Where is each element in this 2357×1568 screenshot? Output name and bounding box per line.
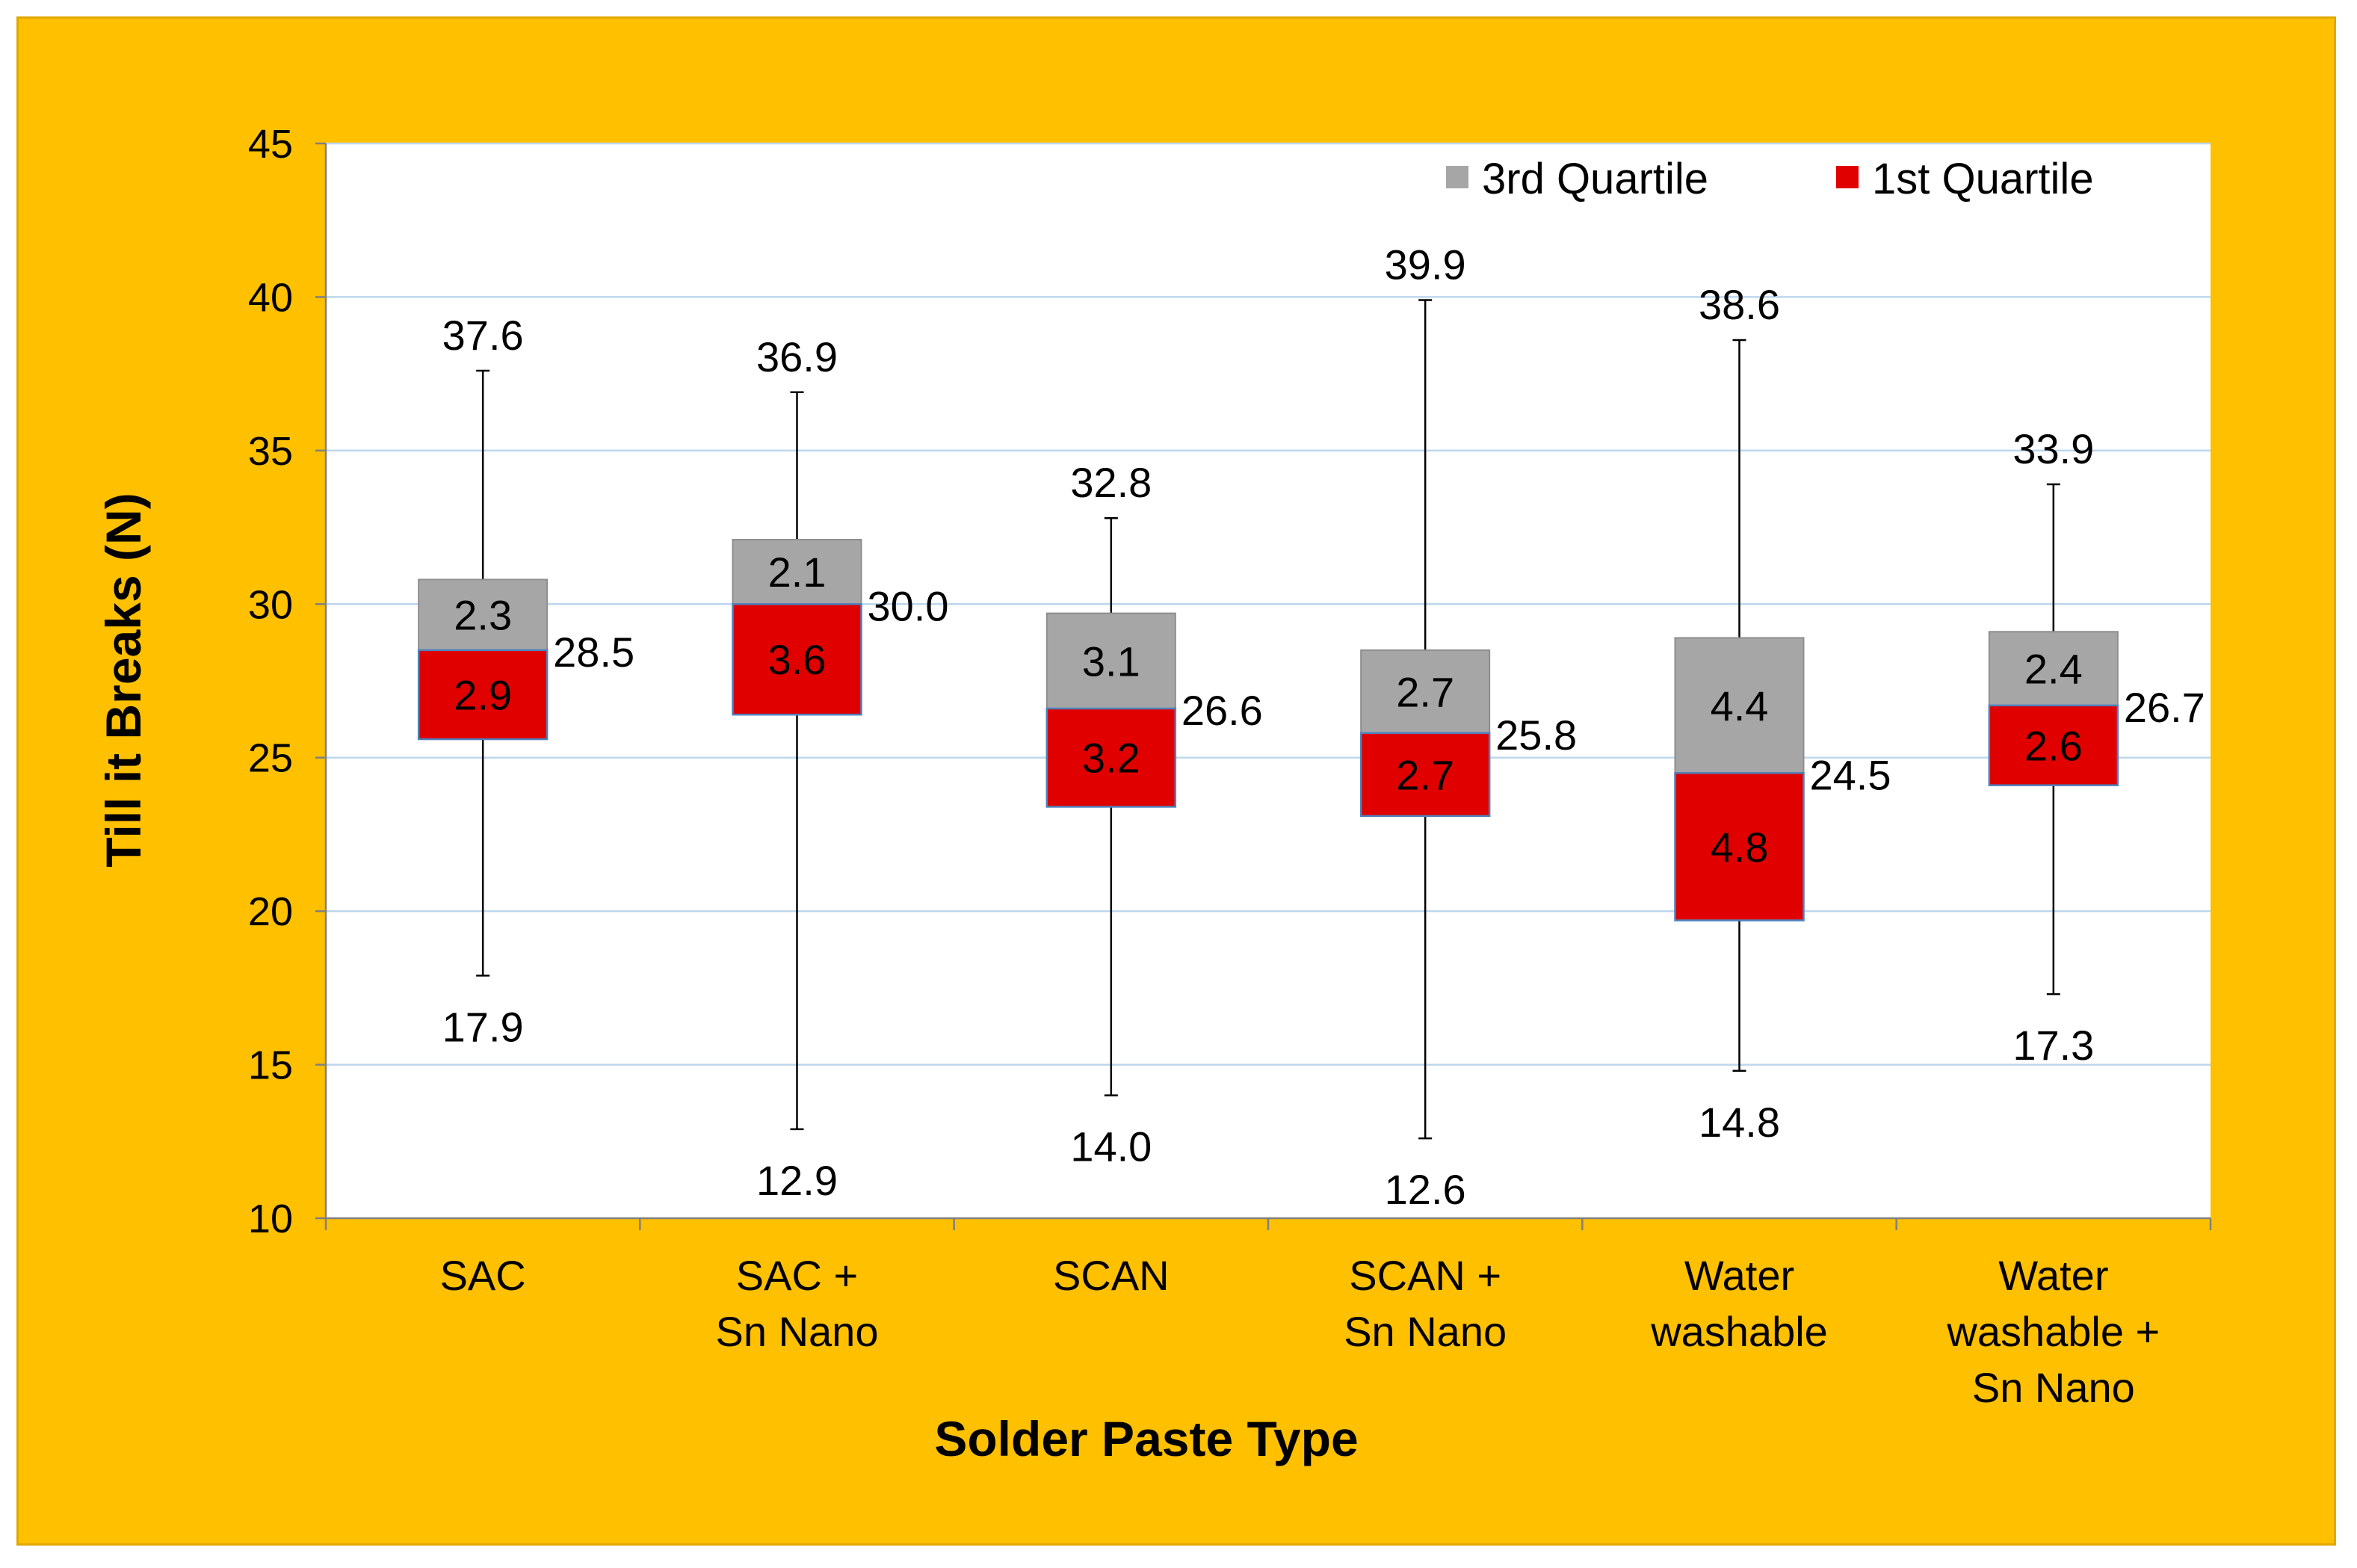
x-axis-title: Solder Paste Type (934, 1411, 1358, 1466)
y-tick-label-25: 25 (248, 736, 293, 781)
q3-label-cat-1: 2.1 (768, 549, 827, 596)
q1-label-cat-1: 3.6 (768, 636, 827, 683)
max-label-cat-1: 36.9 (756, 333, 838, 380)
min-label-cat-0: 17.9 (442, 1003, 524, 1050)
q1-box-cat-2 (1045, 707, 1177, 808)
x-category-label-cat-1: SAC + Sn Nano (716, 1252, 879, 1355)
q3-label-cat-5: 2.4 (2024, 646, 2083, 693)
gridlines (326, 142, 2211, 1066)
q3-box-cat-3 (1360, 649, 1491, 734)
y-tick-label-35: 35 (248, 429, 293, 474)
labels: 37.6 17.9 2.3 2.9 28.5 SAC 36.9 12.9 2.1 3.6 30.0 S… (440, 241, 2205, 1411)
q3-box-cat-0 (418, 578, 549, 651)
legend: 3rd Quartile 1st Quartile (1446, 155, 2094, 203)
legend-label-1st-quartile: 1st Quartile (1872, 155, 2094, 203)
q3-box-cat-5 (1988, 631, 2119, 706)
min-label-cat-2: 14.0 (1070, 1123, 1152, 1170)
y-tick-label-45: 45 (248, 122, 293, 167)
q1-label-cat-2: 3.2 (1082, 735, 1140, 782)
q3-label-cat-3: 2.7 (1396, 668, 1454, 715)
q1-label-cat-0: 2.9 (454, 671, 512, 718)
y-tick-label-15: 15 (248, 1043, 293, 1088)
q1-box-cat-3 (1359, 732, 1491, 818)
q1-label-cat-5: 2.6 (2024, 722, 2083, 769)
max-label-cat-5: 33.9 (2012, 425, 2094, 472)
median-label-cat-5: 26.7 (2124, 684, 2205, 731)
min-label-cat-4: 14.8 (1699, 1099, 1780, 1146)
x-category-label-line: Water (1998, 1252, 2108, 1299)
x-category-label-cat-2: SCAN (1053, 1252, 1170, 1299)
x-category-label-line: Water (1684, 1252, 1794, 1299)
x-category-label-line: Sn Nano (1344, 1308, 1507, 1355)
x-category-label-cat-4: Water washable (1650, 1252, 1828, 1355)
q1-label-cat-4: 4.8 (1711, 824, 1769, 871)
x-category-label-cat-5: Water washable + Sn Nano (1946, 1252, 2160, 1411)
x-category-label-cat-0: SAC (440, 1252, 526, 1299)
x-category-label-cat-3: SCAN + Sn Nano (1344, 1252, 1507, 1355)
median-label-cat-2: 26.6 (1181, 687, 1263, 734)
q1-box-cat-0 (417, 649, 549, 741)
x-category-label-line: Sn Nano (716, 1308, 879, 1355)
min-label-cat-3: 12.6 (1385, 1166, 1466, 1213)
max-label-cat-4: 38.6 (1699, 281, 1780, 328)
legend-swatch-1st-quartile (1836, 166, 1859, 188)
max-label-cat-3: 39.9 (1385, 241, 1466, 288)
q1-label-cat-3: 2.7 (1396, 751, 1454, 798)
legend-swatch-3rd-quartile (1446, 166, 1468, 188)
q1-box-cat-1 (732, 603, 862, 716)
q3-label-cat-0: 2.3 (454, 592, 512, 639)
x-category-label-line: SAC (440, 1252, 526, 1299)
x-category-label-line: washable (1650, 1308, 1828, 1355)
median-label-cat-3: 25.8 (1495, 712, 1577, 759)
y-tick-label-30: 30 (248, 582, 293, 627)
q3-box-cat-4 (1674, 637, 1805, 774)
x-category-label-line: SCAN (1053, 1252, 1170, 1299)
median-label-cat-1: 30.0 (868, 582, 949, 629)
y-tick-label-20: 20 (248, 889, 293, 934)
y-tick-label-10: 10 (248, 1197, 293, 1241)
q3-box-cat-1 (732, 539, 862, 605)
q3-label-cat-2: 3.1 (1082, 638, 1140, 685)
legend-label-3rd-quartile: 3rd Quartile (1482, 155, 1708, 203)
q3-label-cat-4: 4.4 (1711, 682, 1769, 729)
median-label-cat-4: 24.5 (1810, 751, 1891, 798)
q1-box-cat-4 (1674, 772, 1805, 922)
median-label-cat-0: 28.5 (553, 629, 634, 676)
y-tick-label-40: 40 (248, 275, 293, 320)
min-label-cat-5: 17.3 (2012, 1022, 2094, 1069)
min-label-cat-1: 12.9 (756, 1157, 838, 1204)
x-category-label-line: SCAN + (1349, 1252, 1501, 1299)
boxes (417, 299, 2119, 1140)
max-label-cat-2: 32.8 (1070, 459, 1152, 506)
y-axis-title: Till it Breaks (N) (96, 493, 151, 867)
max-label-cat-0: 37.6 (442, 312, 524, 359)
x-category-label-line: SAC + (736, 1252, 858, 1299)
x-category-label-line: Sn Nano (1972, 1364, 2135, 1411)
q3-box-cat-2 (1045, 612, 1176, 709)
x-category-label-line: washable + (1946, 1308, 2160, 1355)
plot-area (326, 143, 2211, 1218)
axes: 10 15 20 25 30 35 40 45 (248, 122, 2212, 1241)
q1-box-cat-5 (1988, 704, 2119, 786)
